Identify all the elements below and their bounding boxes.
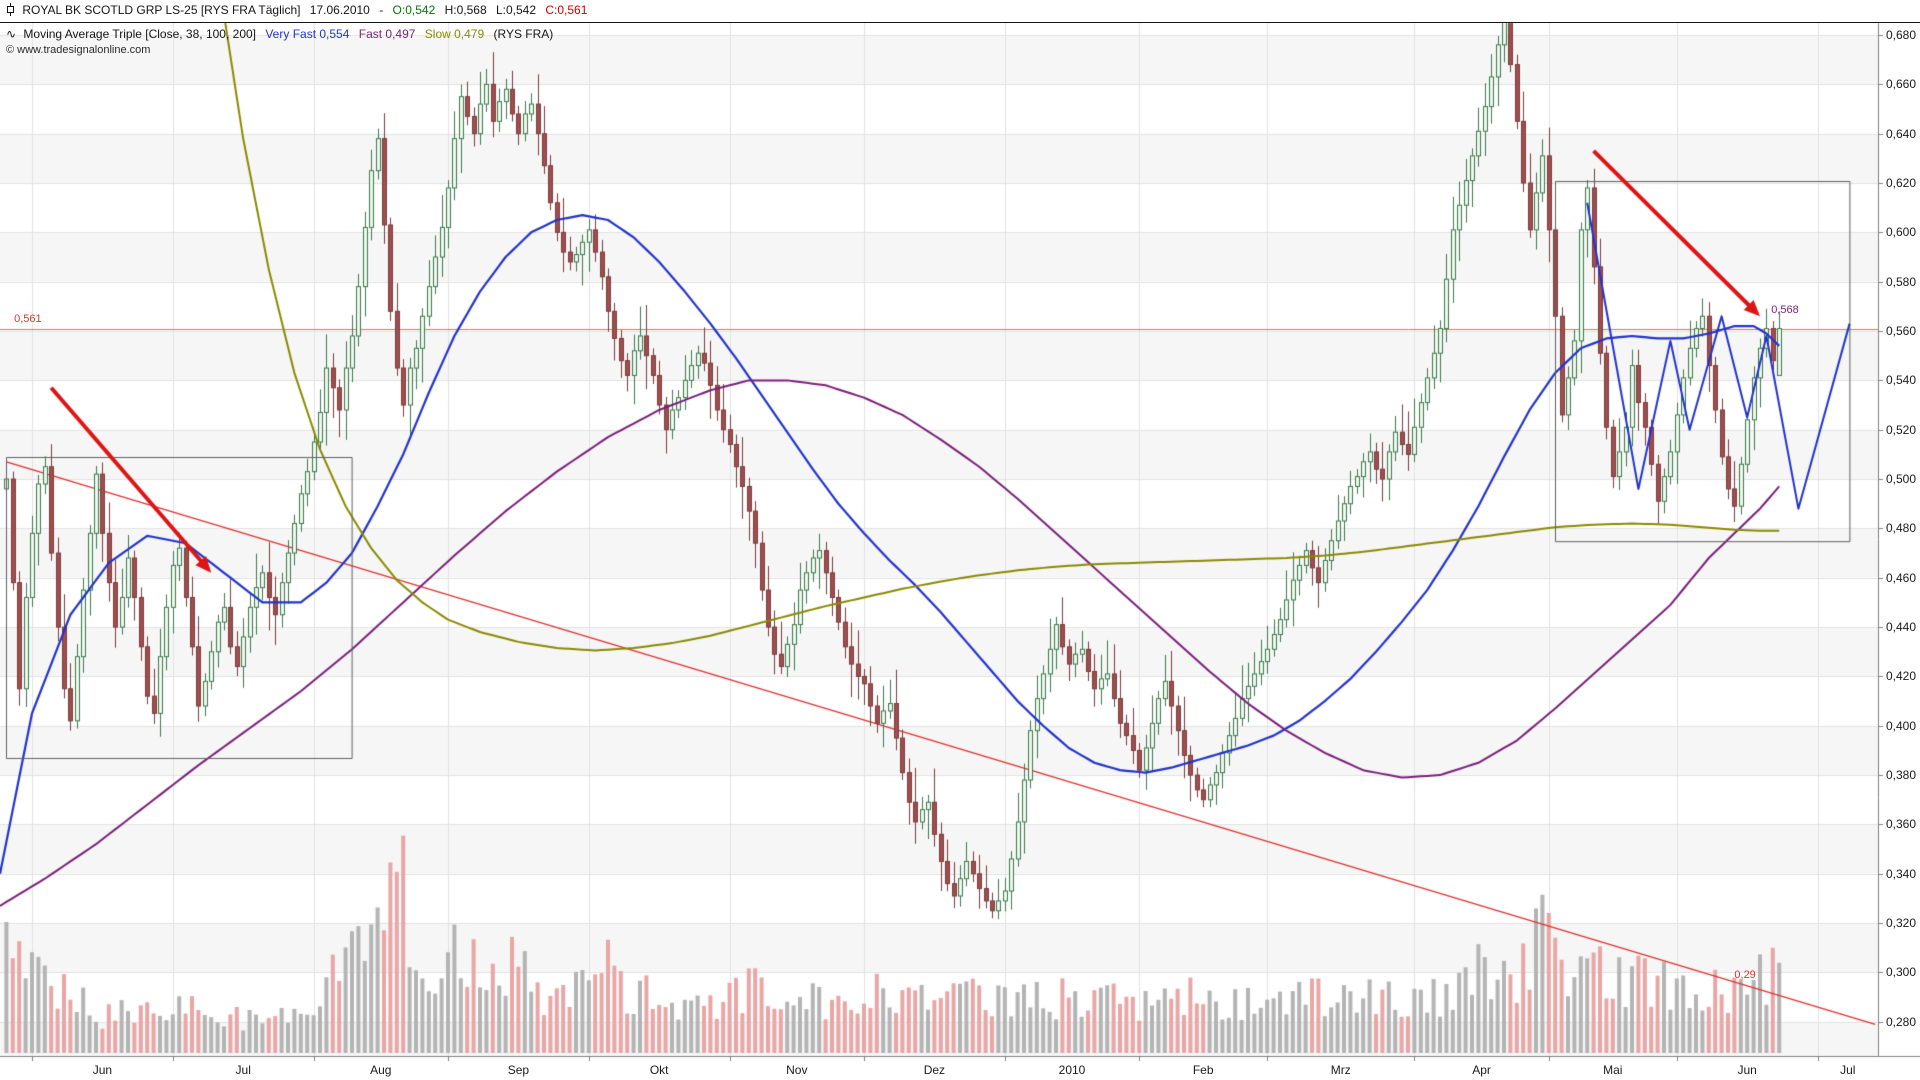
price-chart-canvas[interactable] xyxy=(0,0,1920,1080)
